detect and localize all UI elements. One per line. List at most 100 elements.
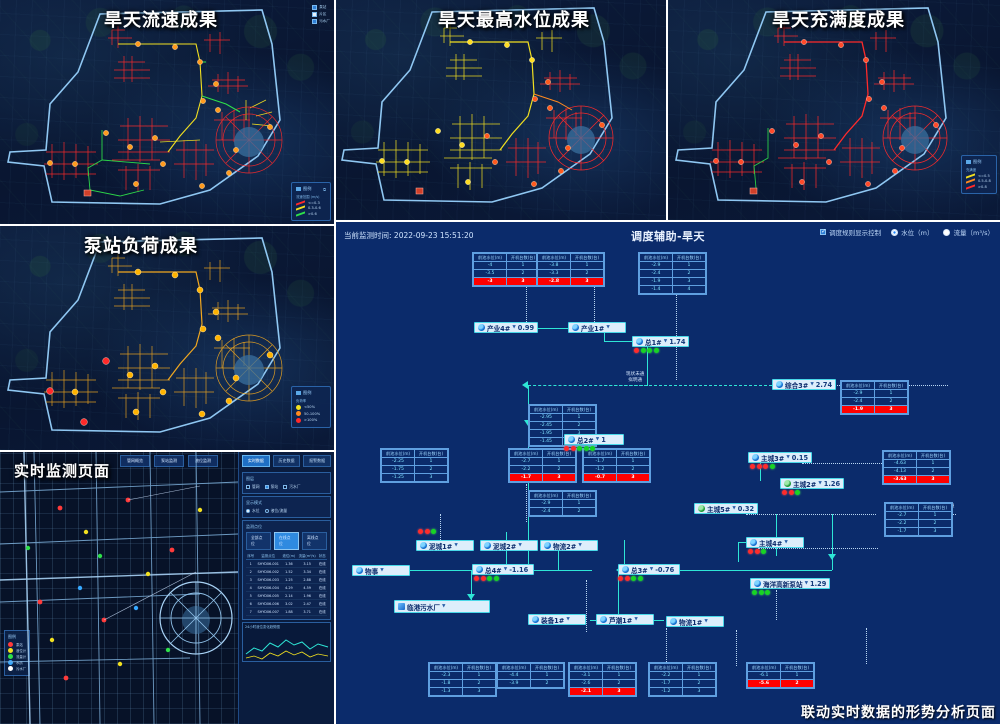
node-zhucheng2[interactable]: 主城2# ▼ 1.26 (780, 478, 845, 489)
toggle-rule-display[interactable]: 调度规则显示控制 (820, 227, 881, 237)
checkbox-icon[interactable] (246, 485, 250, 489)
node-zonghe3[interactable]: 综合3# ▼ 2.74 (772, 379, 837, 390)
node-luchao1[interactable]: 芦潮1# ▼ (596, 614, 654, 625)
lamp-row-zong3 (618, 576, 643, 581)
rule-table[interactable]: 前池水位(m) 开机台数(台) -2.9 1 -2.4 2 (528, 490, 597, 517)
node-nicheng1[interactable]: 泥城1# ▼ (416, 540, 474, 551)
monitor-points-table[interactable]: 序号 监测点位 液位(m) 流量(m³/s) 状态 1 SHYD06-001 1.3… (246, 552, 327, 616)
node-haiyang-pump[interactable]: 海洋高新泵站 ▼ 1.29 (750, 578, 831, 589)
node-nicheng2[interactable]: 泥城2# ▼ (480, 540, 538, 551)
dashboard-controls[interactable]: 调度规则显示控制 水位（m） 流量（m³/s） (820, 227, 994, 237)
rule-table[interactable]: 前池水位(m) 开机台数(台) -4 1 -3.5 2 -3 3 (472, 252, 541, 287)
map-vegetation (0, 0, 334, 224)
rule-table[interactable]: 前池水位(m) 开机台数(台) -3.1 1 -2.6 2 -2.1 3 (568, 662, 637, 697)
node-zhuangbei1[interactable]: 装备1# ▼ (528, 614, 586, 625)
radio-icon[interactable] (891, 228, 899, 236)
rule-table[interactable]: 前池水位(m) 开机台数(台) -2.7 1 -2.2 2 -1.7 3 (508, 448, 577, 483)
mode-level-flow[interactable]: 液位/流量 (264, 508, 287, 514)
table-row[interactable]: 5 SHYD06-005 2.14 1.96 在线 (246, 591, 327, 600)
radio-water-level[interactable]: 水位（m） (891, 227, 933, 237)
node-zong2[interactable]: 总2# ▼ 1 (564, 434, 624, 445)
table-row[interactable]: 4 SHYD06-004 4.29 4.59 在线 (246, 583, 327, 592)
radio-flow[interactable]: 流量（m³/s） (943, 227, 994, 237)
line-swatch (966, 183, 975, 190)
table-row[interactable]: 6 SHYD06-006 3.02 2.47 在线 (246, 599, 327, 608)
filter-plant[interactable]: 污水厂 (283, 484, 301, 490)
rule-table[interactable]: 前池水位(m) 开机台数(台) -2.2 1 -1.7 2 -1.2 3 (648, 662, 717, 697)
btn-offline-points[interactable]: 离线点位 (302, 532, 327, 550)
monitor-button-overview[interactable]: 管网概览 (120, 455, 150, 467)
rule-table[interactable]: 前池水位(m) 开机台数(台) -2.9 1 -2.4 2 -1.9 3 (840, 380, 909, 415)
rule-table[interactable]: 前池水位(m) 开机台数(台) -1.7 1 -1.2 2 -0.7 3 (582, 448, 651, 483)
table-row: -1.25 3 (381, 473, 448, 482)
table-row[interactable]: 2 SHYD06-002 1.52 3.34 在线 (246, 567, 327, 576)
panel-max-water-level[interactable]: 旱天最高水位成果 (336, 0, 666, 220)
trend-chart[interactable]: 24小时液位变化趋势图 (242, 622, 331, 662)
filter-pump[interactable]: 泵站 (264, 484, 278, 490)
monitor-tabs[interactable]: 实时数据 历史数据 报警数据 (239, 452, 334, 470)
node-chanye1[interactable]: 产业1# ▼ (568, 322, 626, 333)
panel-flow-velocity[interactable]: 旱天流速成果 泵站 片区 污水厂 图例 ⧉ 流速范围 (m/s) <=0.3 (0, 0, 334, 224)
filter-pipe[interactable]: 管网 (246, 484, 260, 490)
panel-realtime-monitoring[interactable]: 实时监测页面 管网概览 泵站监测 液位监测 图例 泵站 液位计 流量计 水质 污… (0, 452, 334, 724)
tab-history-data[interactable]: 历史数据 (272, 455, 301, 467)
node-zong4[interactable]: 总4# ▼ -1.16 (472, 564, 534, 575)
node-lingang-plant[interactable]: 临港污水厂 ▼ (394, 600, 490, 613)
rule-table[interactable]: 前池水位(m) 开机台数(台) -2.3 1 -1.8 2 -1.3 3 (428, 662, 497, 697)
node-zhucheng4[interactable]: 主城4# ▼ (746, 537, 804, 548)
btn-all-points[interactable]: 全部点位 (246, 532, 271, 550)
monitor-site-markers[interactable] (0, 452, 238, 724)
tab-alarm-data[interactable]: 报警数据 (303, 455, 332, 467)
checkbox-icon[interactable] (283, 485, 288, 489)
table-cell: 3 (246, 575, 256, 584)
monitor-sidebar[interactable]: 实时数据 历史数据 报警数据 图层 管网 泵站 污水厂 (238, 452, 334, 724)
rule-table[interactable]: 前池水位(m) 开机台数(台) -6.1 1 -5.6 2 (746, 662, 815, 689)
node-zhucheng3[interactable]: 主城3# ▼ 0.15 (748, 452, 813, 463)
mode-water-level[interactable]: 水位 (246, 508, 260, 514)
radio-icon[interactable] (264, 509, 269, 513)
pump-markers[interactable] (668, 0, 1000, 220)
panel-pump-load[interactable]: 泵站负荷成果 图例 负荷率 <50% 50-100% >100% (0, 226, 334, 450)
lamp-row-zhucheng2 (782, 490, 800, 495)
rule-table[interactable]: 前池水位(m) 开机台数(台) -4.4 1 -3.9 2 (496, 662, 565, 689)
node-zhucheng5[interactable]: 主城5# ▼ 0.32 (694, 503, 759, 514)
radio-icon[interactable] (246, 509, 250, 513)
table-header-cell: 开机台数(台) (616, 449, 650, 458)
table-header-cell: 前池水位(m) (841, 381, 875, 390)
pump-markers[interactable] (336, 0, 666, 220)
legend-fullness: 图例 充满度 <=0.5 0.5-0.8 >0.8 (961, 155, 997, 194)
layer-filter-box[interactable]: 图层 管网 泵站 污水厂 (242, 472, 331, 494)
monitor-legend: 图例 泵站 液位计 流量计 水质 污水厂 (4, 630, 31, 676)
node-chanye4[interactable]: 产业4# ▼ 0.99 (474, 322, 539, 333)
radio-icon[interactable] (943, 228, 951, 236)
node-zong1[interactable]: 总1# ▼ 1.74 (632, 336, 690, 347)
btn-online-points[interactable]: 在线点位 (274, 532, 299, 550)
checkbox-icon[interactable] (264, 485, 269, 489)
node-wuliu2[interactable]: 物流2# ▼ (540, 540, 598, 551)
table-cell: 2 (672, 269, 706, 278)
panel-fullness[interactable]: 旱天充满度成果 图例 充满度 <=0.5 0.5-0.8 >0.8 (668, 0, 1000, 220)
monitor-button-level[interactable]: 液位监测 (188, 455, 218, 467)
checkbox-icon[interactable] (820, 228, 826, 235)
rule-table[interactable]: 前池水位(m) 开机台数(台) -2.7 1 -2.2 2 -1.7 3 (884, 502, 953, 537)
pump-markers[interactable] (0, 226, 334, 450)
collapse-icon[interactable]: ⧉ (323, 186, 326, 192)
dashboard-schematic[interactable]: 当前监测时间: 2022-09-23 15:51:20 调度辅助-旱天 调度规则… (336, 222, 1000, 724)
node-zong3[interactable]: 总3# ▼ -0.76 (618, 564, 680, 575)
rule-table[interactable]: 前池水位(m) 开机台数(台) -4.63 1 -4.13 2 -3.63 3 (882, 450, 951, 485)
rule-table[interactable]: 前池水位(m) 开机台数(台) -2.25 1 -1.75 2 -1.25 3 (380, 448, 449, 483)
pump-markers[interactable] (0, 0, 334, 224)
table-row[interactable]: 1 SHYD06-001 1.36 3.15 在线 (246, 559, 327, 568)
tab-realtime-data[interactable]: 实时数据 (242, 455, 270, 467)
rule-table[interactable]: 前池水位(m) 开机台数(台) -2.9 1 -2.4 2 -1.9 3 -1.4 4 (638, 252, 707, 295)
monitor-top-buttons[interactable]: 管网概览 泵站监测 液位监测 (120, 455, 218, 467)
rule-table[interactable]: 前池水位(m) 开机台数(台) -3.8 1 -3.3 2 -2.8 3 (536, 252, 605, 287)
node-wushi[interactable]: 物事 ▼ (352, 565, 410, 576)
display-mode-box[interactable]: 显示模式 水位 液位/流量 (242, 496, 331, 518)
monitor-button-pump[interactable]: 泵站监测 (154, 455, 184, 467)
monitor-points-box[interactable]: 监测点位 全部点位 在线点位 离线点位 序号 监测点位 液位(m) 流量(m³/… (242, 520, 331, 620)
table-cell: 1 (780, 671, 814, 680)
table-row[interactable]: 7 SHYD06-007 1.88 3.71 在线 (246, 607, 327, 616)
node-wuliu1[interactable]: 物流1# ▼ (666, 616, 724, 627)
table-row[interactable]: 3 SHYD06-003 1.25 2.88 在线 (246, 575, 327, 584)
